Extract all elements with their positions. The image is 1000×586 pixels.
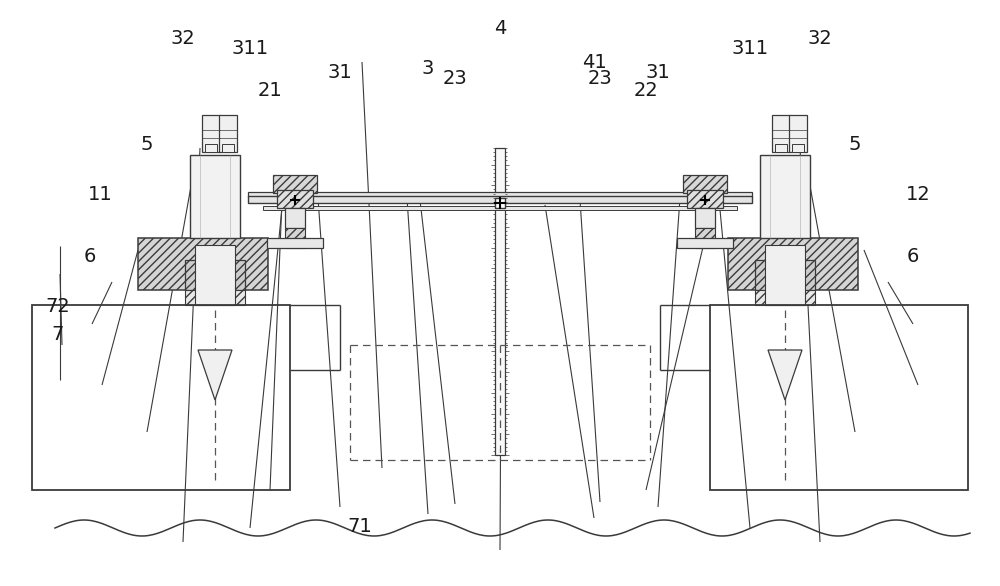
Text: 5: 5: [849, 135, 861, 154]
Bar: [755, 290, 815, 305]
Text: 32: 32: [808, 29, 832, 47]
Text: 41: 41: [582, 53, 606, 71]
Text: 311: 311: [231, 39, 269, 57]
Bar: [248, 196, 752, 203]
Bar: [495, 148, 505, 455]
Text: 11: 11: [88, 186, 112, 205]
Bar: [765, 245, 805, 305]
Text: 4: 4: [494, 19, 506, 38]
Bar: [273, 175, 317, 193]
Bar: [755, 260, 815, 290]
Bar: [32, 305, 290, 490]
Text: 31: 31: [646, 63, 670, 83]
Bar: [290, 290, 340, 305]
Text: 311: 311: [731, 39, 769, 57]
Bar: [195, 245, 235, 305]
Text: 3: 3: [422, 59, 434, 77]
Bar: [772, 115, 790, 152]
Bar: [222, 144, 234, 152]
Bar: [677, 238, 733, 248]
Text: 21: 21: [258, 80, 282, 100]
Bar: [728, 238, 858, 290]
Bar: [185, 290, 245, 305]
Polygon shape: [198, 350, 232, 400]
Bar: [710, 305, 968, 490]
Text: 22: 22: [634, 80, 658, 100]
Text: 12: 12: [906, 186, 930, 205]
Text: 6: 6: [84, 247, 96, 265]
Bar: [792, 144, 804, 152]
Bar: [687, 190, 723, 208]
Bar: [185, 260, 245, 290]
Bar: [205, 144, 217, 152]
Bar: [760, 155, 810, 238]
Bar: [695, 228, 715, 248]
Bar: [683, 175, 727, 193]
Bar: [775, 144, 787, 152]
Bar: [219, 115, 237, 152]
Bar: [495, 198, 505, 208]
Text: 6: 6: [907, 247, 919, 265]
Text: 72: 72: [46, 297, 70, 315]
Bar: [190, 155, 240, 238]
Text: 5: 5: [141, 135, 153, 154]
Bar: [202, 115, 220, 152]
Bar: [789, 115, 807, 152]
Bar: [695, 208, 715, 228]
Bar: [285, 228, 305, 248]
Text: 23: 23: [588, 69, 612, 87]
Bar: [285, 208, 305, 228]
Text: 32: 32: [171, 29, 195, 47]
Bar: [248, 192, 752, 197]
Polygon shape: [768, 350, 802, 400]
Text: 23: 23: [443, 69, 467, 87]
Text: 7: 7: [52, 325, 64, 343]
Bar: [277, 190, 313, 208]
Bar: [138, 238, 268, 290]
Text: 31: 31: [328, 63, 352, 83]
Bar: [267, 238, 323, 248]
Text: 71: 71: [348, 516, 372, 536]
Bar: [263, 206, 737, 210]
